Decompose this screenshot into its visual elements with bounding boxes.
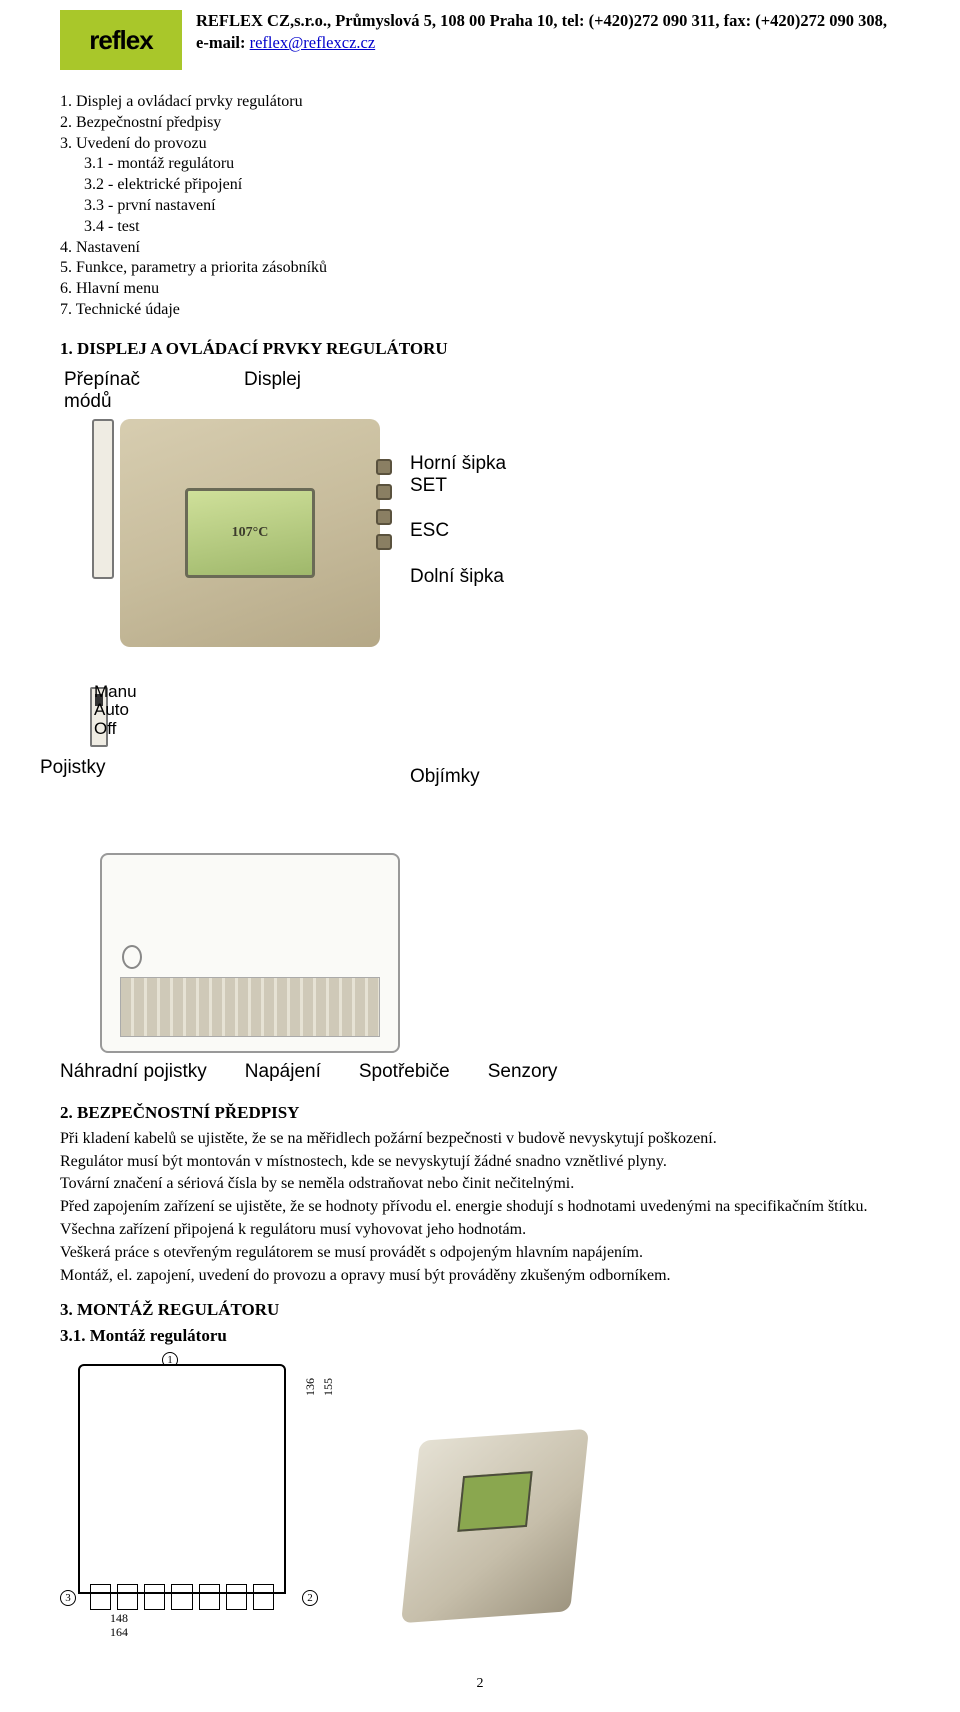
section1-heading: 1. DISPLEJ A OVLÁDACÍ PRVKY REGULÁTORU bbox=[60, 339, 900, 359]
section2: 2. BEZPEČNOSTNÍ PŘEDPISY Při kladení kab… bbox=[60, 1103, 900, 1287]
device-diagram: Přepínač módů Displej Manu Auto Off 107°… bbox=[60, 369, 900, 1083]
toc-item: 6. Hlavní menu bbox=[60, 279, 900, 300]
label-manu-auto-off: Manu Auto Off bbox=[94, 683, 154, 739]
label-manu: Manu bbox=[94, 683, 154, 702]
toc-subitem: 3.4 - test bbox=[60, 217, 900, 238]
label-spotrebice: Spotřebiče bbox=[359, 1061, 450, 1083]
label-esc: ESC bbox=[410, 520, 506, 542]
safety-paragraph: Montáž, el. zapojení, uvedení do provozu… bbox=[60, 1266, 900, 1287]
device-top-panel: Manu Auto Off 107°C bbox=[120, 419, 380, 647]
label-prepinac: Přepínač módů bbox=[64, 369, 154, 413]
down-button-icon bbox=[376, 534, 392, 550]
label-napajeni: Napájení bbox=[245, 1061, 321, 1083]
section3-sub: 3.1. Montáž regulátoru bbox=[60, 1326, 900, 1346]
safety-paragraph: Při kladení kabelů se ujistěte, že se na… bbox=[60, 1129, 900, 1150]
label-senzory: Senzory bbox=[488, 1061, 558, 1083]
drawing-slots bbox=[90, 1584, 274, 1610]
page-number: 2 bbox=[60, 1676, 900, 1692]
perspective-render bbox=[390, 1426, 620, 1636]
toc-item: 7. Technické údaje bbox=[60, 300, 900, 321]
esc-button-icon bbox=[376, 509, 392, 525]
callout-2: 2 bbox=[302, 1590, 318, 1606]
fuse-icon bbox=[122, 945, 142, 969]
device-bottom-panel bbox=[100, 853, 400, 1053]
table-of-contents: 1. Displej a ovládací prvky regulátoru 2… bbox=[60, 92, 900, 321]
company-info: REFLEX CZ,s.r.o., Průmyslová 5, 108 00 P… bbox=[196, 10, 900, 55]
toc-subitem: 3.1 - montáž regulátoru bbox=[60, 154, 900, 175]
toc-item: 3. Uvedení do provozu bbox=[60, 134, 900, 155]
safety-paragraph: Regulátor musí být montován v místnostec… bbox=[60, 1152, 900, 1173]
device-screen: 107°C bbox=[185, 488, 315, 578]
label-nahradni: Náhradní pojistky bbox=[60, 1061, 207, 1083]
safety-paragraph: Tovární značení a sériová čísla by se ne… bbox=[60, 1174, 900, 1195]
mode-switch-icon bbox=[92, 419, 114, 579]
page-header: reflex REFLEX CZ,s.r.o., Průmyslová 5, 1… bbox=[60, 10, 900, 70]
up-button-icon bbox=[376, 459, 392, 475]
label-pojistky: Pojistky bbox=[40, 757, 105, 779]
drawing-outline bbox=[78, 1364, 286, 1594]
set-button-icon bbox=[376, 484, 392, 500]
label-off: Off bbox=[94, 720, 154, 739]
toc-item: 5. Funkce, parametry a priorita zásobník… bbox=[60, 258, 900, 279]
section3: 3. MONTÁŽ REGULÁTORU 3.1. Montáž regulát… bbox=[60, 1300, 900, 1636]
label-objimky: Objímky bbox=[410, 766, 506, 788]
render-screen-icon bbox=[457, 1472, 532, 1533]
label-auto: Auto bbox=[94, 701, 154, 720]
label-horni-sipka: Horní šipka bbox=[410, 453, 506, 475]
logo-text: reflex bbox=[89, 25, 152, 56]
email-link[interactable]: reflex@reflexcz.cz bbox=[250, 33, 376, 52]
logo: reflex bbox=[60, 10, 182, 70]
dimension-148: 148 bbox=[110, 1611, 128, 1626]
toc-item: 4. Nastavení bbox=[60, 238, 900, 259]
safety-paragraph: Před zapojením zařízení se ujistěte, že … bbox=[60, 1197, 900, 1218]
dimension-136: 136 bbox=[303, 1378, 318, 1396]
terminal-block-icon bbox=[120, 977, 380, 1037]
section2-heading: 2. BEZPEČNOSTNÍ PŘEDPISY bbox=[60, 1103, 900, 1123]
right-label-column: Horní šipka SET ESC Dolní šipka Objímky bbox=[410, 453, 506, 788]
label-displej: Displej bbox=[244, 369, 301, 413]
toc-item: 2. Bezpečnostní předpisy bbox=[60, 113, 900, 134]
label-set: SET bbox=[410, 475, 506, 497]
dimension-164: 164 bbox=[110, 1625, 128, 1640]
dimension-155: 155 bbox=[321, 1378, 336, 1396]
bottom-labels-row: Náhradní pojistky Napájení Spotřebiče Se… bbox=[0, 1061, 900, 1083]
section3-heading: 3. MONTÁŽ REGULÁTORU bbox=[60, 1300, 900, 1320]
callout-3: 3 bbox=[60, 1590, 76, 1606]
toc-item: 1. Displej a ovládací prvky regulátoru bbox=[60, 92, 900, 113]
toc-subitem: 3.3 - první nastavení bbox=[60, 196, 900, 217]
button-column bbox=[376, 459, 392, 550]
safety-paragraph: Všechna zařízení připojená k regulátoru … bbox=[60, 1220, 900, 1241]
toc-subitem: 3.2 - elektrické připojení bbox=[60, 175, 900, 196]
technical-drawing: 1 2 3 136 155 148 164 bbox=[60, 1356, 320, 1636]
screen-temperature: 107°C bbox=[232, 525, 269, 541]
safety-paragraph: Veškerá práce s otevřeným regulátorem se… bbox=[60, 1243, 900, 1264]
label-dolni-sipka: Dolní šipka bbox=[410, 566, 506, 588]
